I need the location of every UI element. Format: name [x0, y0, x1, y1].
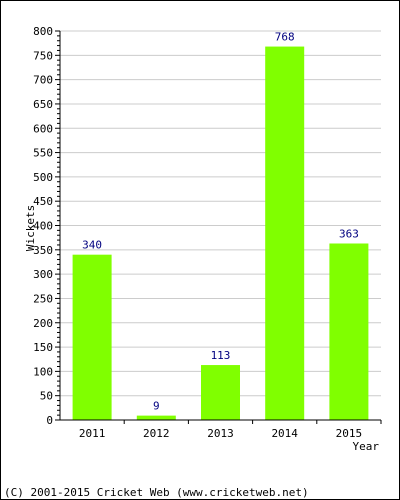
x-tick-label: 2012: [143, 427, 170, 440]
y-tick-label: 150: [33, 341, 53, 354]
y-tick-label: 450: [33, 195, 53, 208]
y-tick-label: 600: [33, 122, 53, 135]
data-label-2013: 113: [211, 349, 231, 362]
data-label-2012: 9: [153, 400, 160, 413]
y-ticks: 0 50 100 150 200 250 300 350 400 450 500 550 600 650 7…: [33, 25, 60, 427]
bar-2012: [136, 415, 176, 420]
bars: [72, 46, 369, 421]
bar-2014: [265, 46, 305, 421]
y-tick-label: 500: [33, 171, 53, 184]
y-tick-label: 550: [33, 147, 53, 160]
x-tick-label: 2014: [271, 427, 298, 440]
gridlines: [60, 30, 381, 397]
x-tick-label: 2013: [207, 427, 234, 440]
y-tick-label: 300: [33, 268, 53, 281]
y-tick-label: 250: [33, 292, 53, 305]
y-tick-label: 0: [46, 414, 53, 427]
y-tick-label: 800: [33, 25, 53, 38]
bar-2013: [201, 365, 240, 420]
copyright-footer: (C) 2001-2015 Cricket Web (www.cricketwe…: [4, 486, 309, 499]
y-tick-label: 400: [33, 220, 53, 233]
bar-2015: [329, 243, 369, 420]
data-label-2015: 363: [339, 227, 359, 240]
data-labels: 340 9 113 768 363: [82, 31, 359, 413]
y-axis-title: Wickets: [24, 205, 37, 251]
y-tick-label: 750: [33, 49, 53, 62]
data-label-2014: 768: [275, 31, 295, 44]
y-tick-label: 650: [33, 98, 53, 111]
bar-2011: [72, 254, 112, 420]
y-tick-label: 50: [40, 390, 53, 403]
x-tick-label: 2011: [79, 427, 106, 440]
x-tick-label: 2015: [336, 427, 363, 440]
x-axis-title: Year: [353, 440, 380, 453]
data-label-2011: 340: [82, 239, 102, 252]
x-ticks: 2011 2012 2013 2014 2015: [79, 420, 382, 440]
y-tick-label: 200: [33, 317, 53, 330]
y-tick-label: 100: [33, 365, 53, 378]
y-tick-label: 350: [33, 244, 53, 257]
y-tick-label: 700: [33, 74, 53, 87]
